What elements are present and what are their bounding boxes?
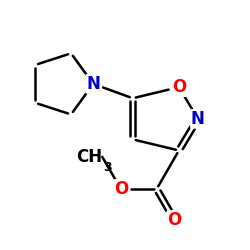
- Text: N: N: [191, 110, 205, 128]
- Text: O: O: [168, 211, 182, 229]
- Text: CH: CH: [76, 148, 102, 166]
- Text: O: O: [172, 78, 186, 96]
- Text: N: N: [86, 75, 100, 93]
- Text: 3: 3: [103, 161, 112, 174]
- Text: O: O: [114, 180, 128, 198]
